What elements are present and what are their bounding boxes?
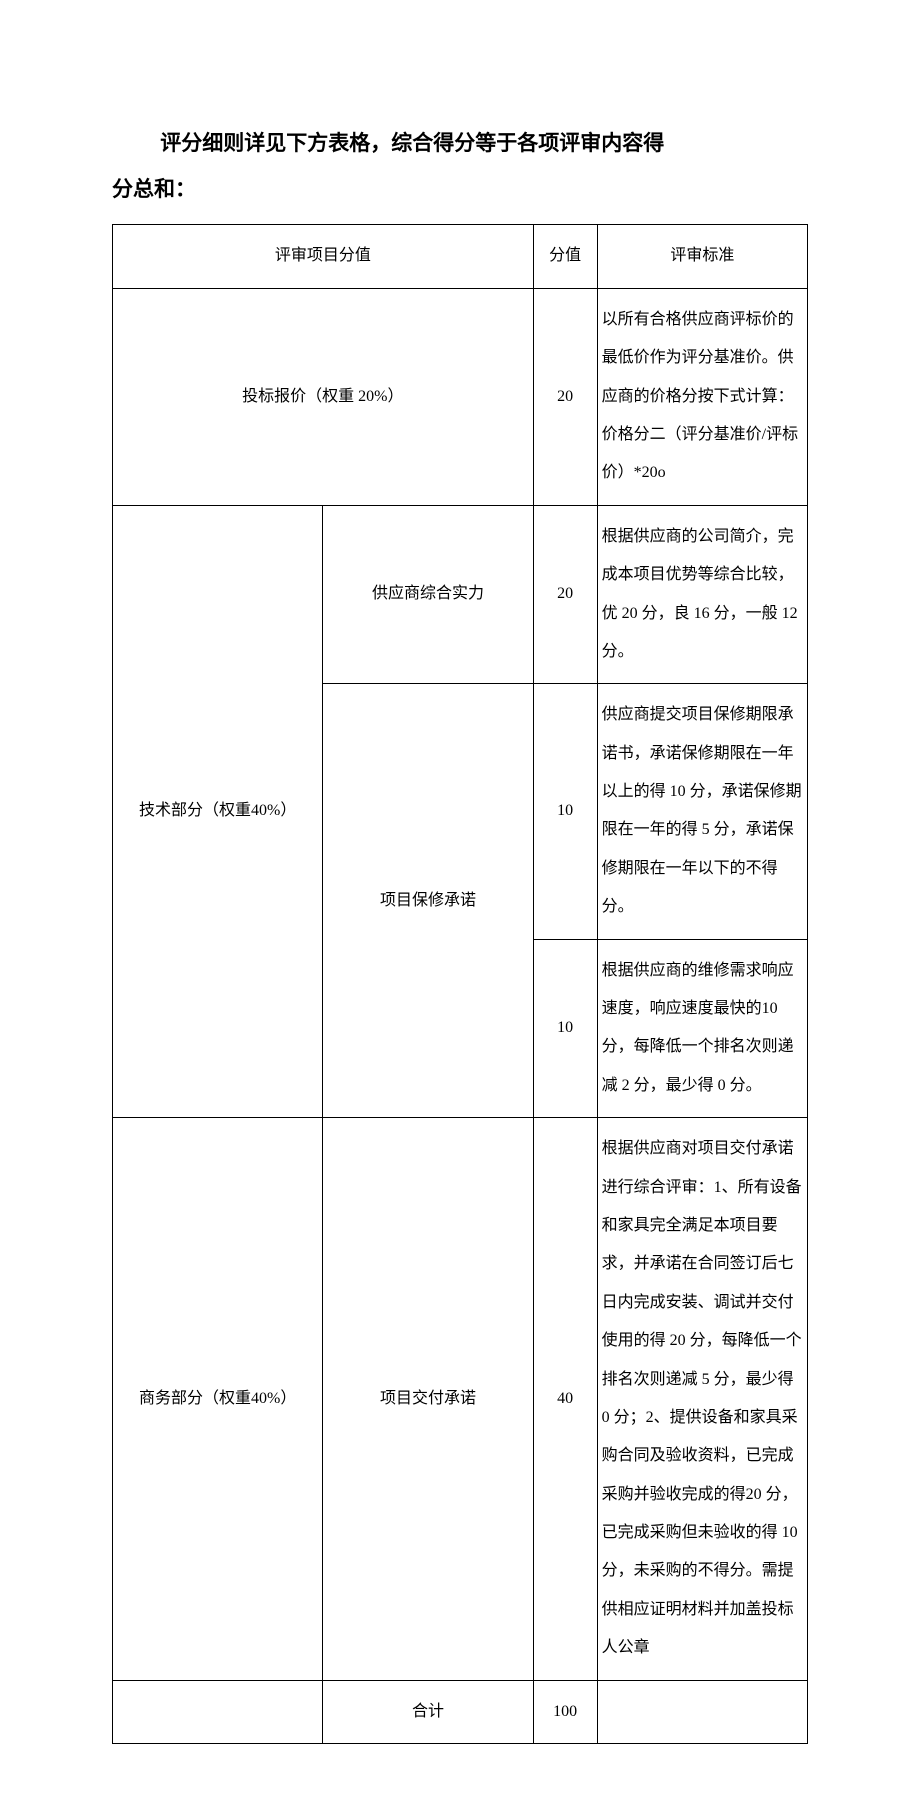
title-line2: 分总和：: [112, 166, 808, 212]
table-header-row: 评审项目分值 分值 评审标准: [113, 225, 808, 288]
cell-score: 100: [533, 1680, 597, 1743]
table-row: 投标报价（权重 20%） 20 以所有合格供应商评标价的最低价作为评分基准价。供…: [113, 288, 808, 505]
cell-subitem: 项目交付承诺: [323, 1118, 533, 1680]
cell-score: 20: [533, 505, 597, 684]
cell-category: [113, 1680, 323, 1743]
cell-criteria: 以所有合格供应商评标价的最低价作为评分基准价。供应商的价格分按下式计算：价格分二…: [597, 288, 807, 505]
scoring-table: 评审项目分值 分值 评审标准 投标报价（权重 20%） 20 以所有合格供应商评…: [112, 224, 808, 1744]
cell-score: 20: [533, 288, 597, 505]
header-item-score: 评审项目分值: [113, 225, 534, 288]
cell-criteria: 根据供应商的公司简介，完成本项目优势等综合比较，优 20 分，良 16 分，一般…: [597, 505, 807, 684]
cell-criteria: 根据供应商对项目交付承诺进行综合评审：1、所有设备和家具完全满足本项目要求，并承…: [597, 1118, 807, 1680]
header-criteria: 评审标准: [597, 225, 807, 288]
cell-score: 10: [533, 939, 597, 1118]
cell-category: 技术部分（权重40%）: [113, 505, 323, 1117]
cell-category: 商务部分（权重40%）: [113, 1118, 323, 1680]
cell-score: 10: [533, 684, 597, 939]
cell-subitem: 项目保修承诺: [323, 684, 533, 1118]
cell-criteria: 根据供应商的维修需求响应速度，响应速度最快的10 分，每降低一个排名次则递减 2…: [597, 939, 807, 1118]
title-line1: 评分细则详见下方表格，综合得分等于各项评审内容得: [112, 120, 808, 166]
cell-subitem: 供应商综合实力: [323, 505, 533, 684]
cell-category: 投标报价（权重 20%）: [113, 288, 534, 505]
title-section: 评分细则详见下方表格，综合得分等于各项评审内容得 分总和：: [112, 120, 808, 212]
cell-criteria: 供应商提交项目保修期限承诺书，承诺保修期限在一年以上的得 10 分，承诺保修期限…: [597, 684, 807, 939]
table-row: 商务部分（权重40%） 项目交付承诺 40 根据供应商对项目交付承诺进行综合评审…: [113, 1118, 808, 1680]
table-row: 技术部分（权重40%） 供应商综合实力 20 根据供应商的公司简介，完成本项目优…: [113, 505, 808, 684]
table-row: 合计 100: [113, 1680, 808, 1743]
cell-subitem: 合计: [323, 1680, 533, 1743]
header-score: 分值: [533, 225, 597, 288]
cell-criteria: [597, 1680, 807, 1743]
cell-score: 40: [533, 1118, 597, 1680]
